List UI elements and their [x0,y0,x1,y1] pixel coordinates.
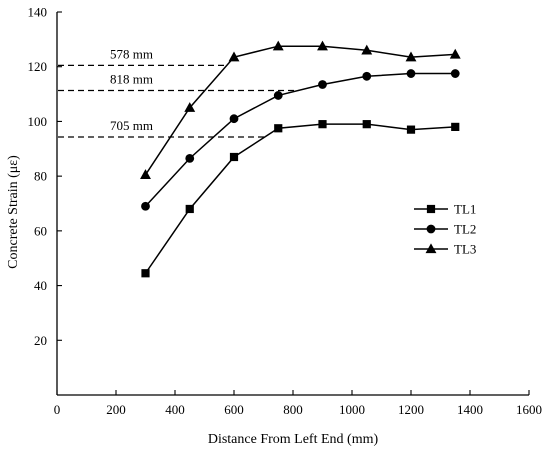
series-line-tl3 [144,45,456,176]
x-tick-label: 200 [106,402,126,417]
legend-label-tl2: TL2 [454,222,476,237]
data-point-tl3 [140,169,151,179]
x-tick-label: 600 [224,402,244,417]
x-axis-title: Distance From Left End (mm) [208,432,379,447]
reference-line-label: 818 mm [110,72,153,87]
reference-line-label: 578 mm [110,46,153,61]
x-tick-label: 1400 [457,402,483,417]
data-point-tl2 [229,114,239,124]
data-point-tl1 [229,152,239,162]
data-point-tl2 [318,80,327,89]
series-tl2 [141,69,460,211]
data-point-tl1 [318,120,327,129]
legend-label-tl3: TL3 [454,242,476,257]
data-point-tl3 [272,40,284,51]
y-tick-label: 100 [28,114,48,129]
data-point-tl1 [406,125,416,134]
y-tick-label: 20 [34,333,47,348]
series-layer [140,40,461,278]
series-tl3 [140,40,461,179]
y-tick-label: 120 [28,59,48,74]
data-point-tl3 [317,40,328,51]
y-axis-title: Concrete Strain (με) [6,155,21,269]
y-tick-label: 140 [28,5,48,20]
reference-line-label: 705 mm [110,118,153,133]
data-point-tl2 [450,69,460,78]
series-line-tl2 [144,72,456,207]
reference-lines: 578 mm 818 mm 705 mm [58,46,299,138]
x-tick-label: 0 [54,402,61,417]
x-tick-label: 1600 [516,402,542,417]
data-point-tl1 [362,120,371,129]
y-tick-label: 60 [34,223,47,238]
legend-marker-tl3 [425,243,437,254]
x-tick-label: 1000 [339,402,365,417]
data-point-tl3 [228,51,240,62]
data-point-tl3 [184,102,196,112]
x-tick-label: 1200 [398,402,424,417]
y-ticks: 20 40 60 80 100 120 140 [28,5,62,348]
data-point-tl2 [141,201,150,211]
data-point-tl3 [449,48,461,59]
x-ticks: 0 200 400 600 800 1000 1200 1400 1600 [54,390,542,417]
data-point-tl2 [362,71,372,81]
data-point-tl2 [185,153,195,163]
data-point-tl1 [185,204,194,214]
data-point-tl2 [273,91,283,100]
data-point-tl3 [361,44,373,55]
data-point-tl1 [451,122,460,132]
y-tick-label: 80 [34,169,47,184]
x-tick-label: 800 [283,402,303,417]
x-tick-label: 400 [165,402,185,417]
legend-marker-tl1 [426,204,436,214]
data-point-tl1 [274,124,283,133]
legend-marker-tl2 [426,224,436,234]
data-point-tl3 [405,51,417,62]
legend-label-tl1: TL1 [454,202,476,217]
legend: TL1 TL2 TL3 [414,202,476,257]
series-tl1 [141,120,460,278]
series-line-tl1 [144,123,456,274]
data-point-tl1 [141,269,150,278]
y-tick-label: 40 [34,278,47,293]
data-point-tl2 [406,69,416,78]
